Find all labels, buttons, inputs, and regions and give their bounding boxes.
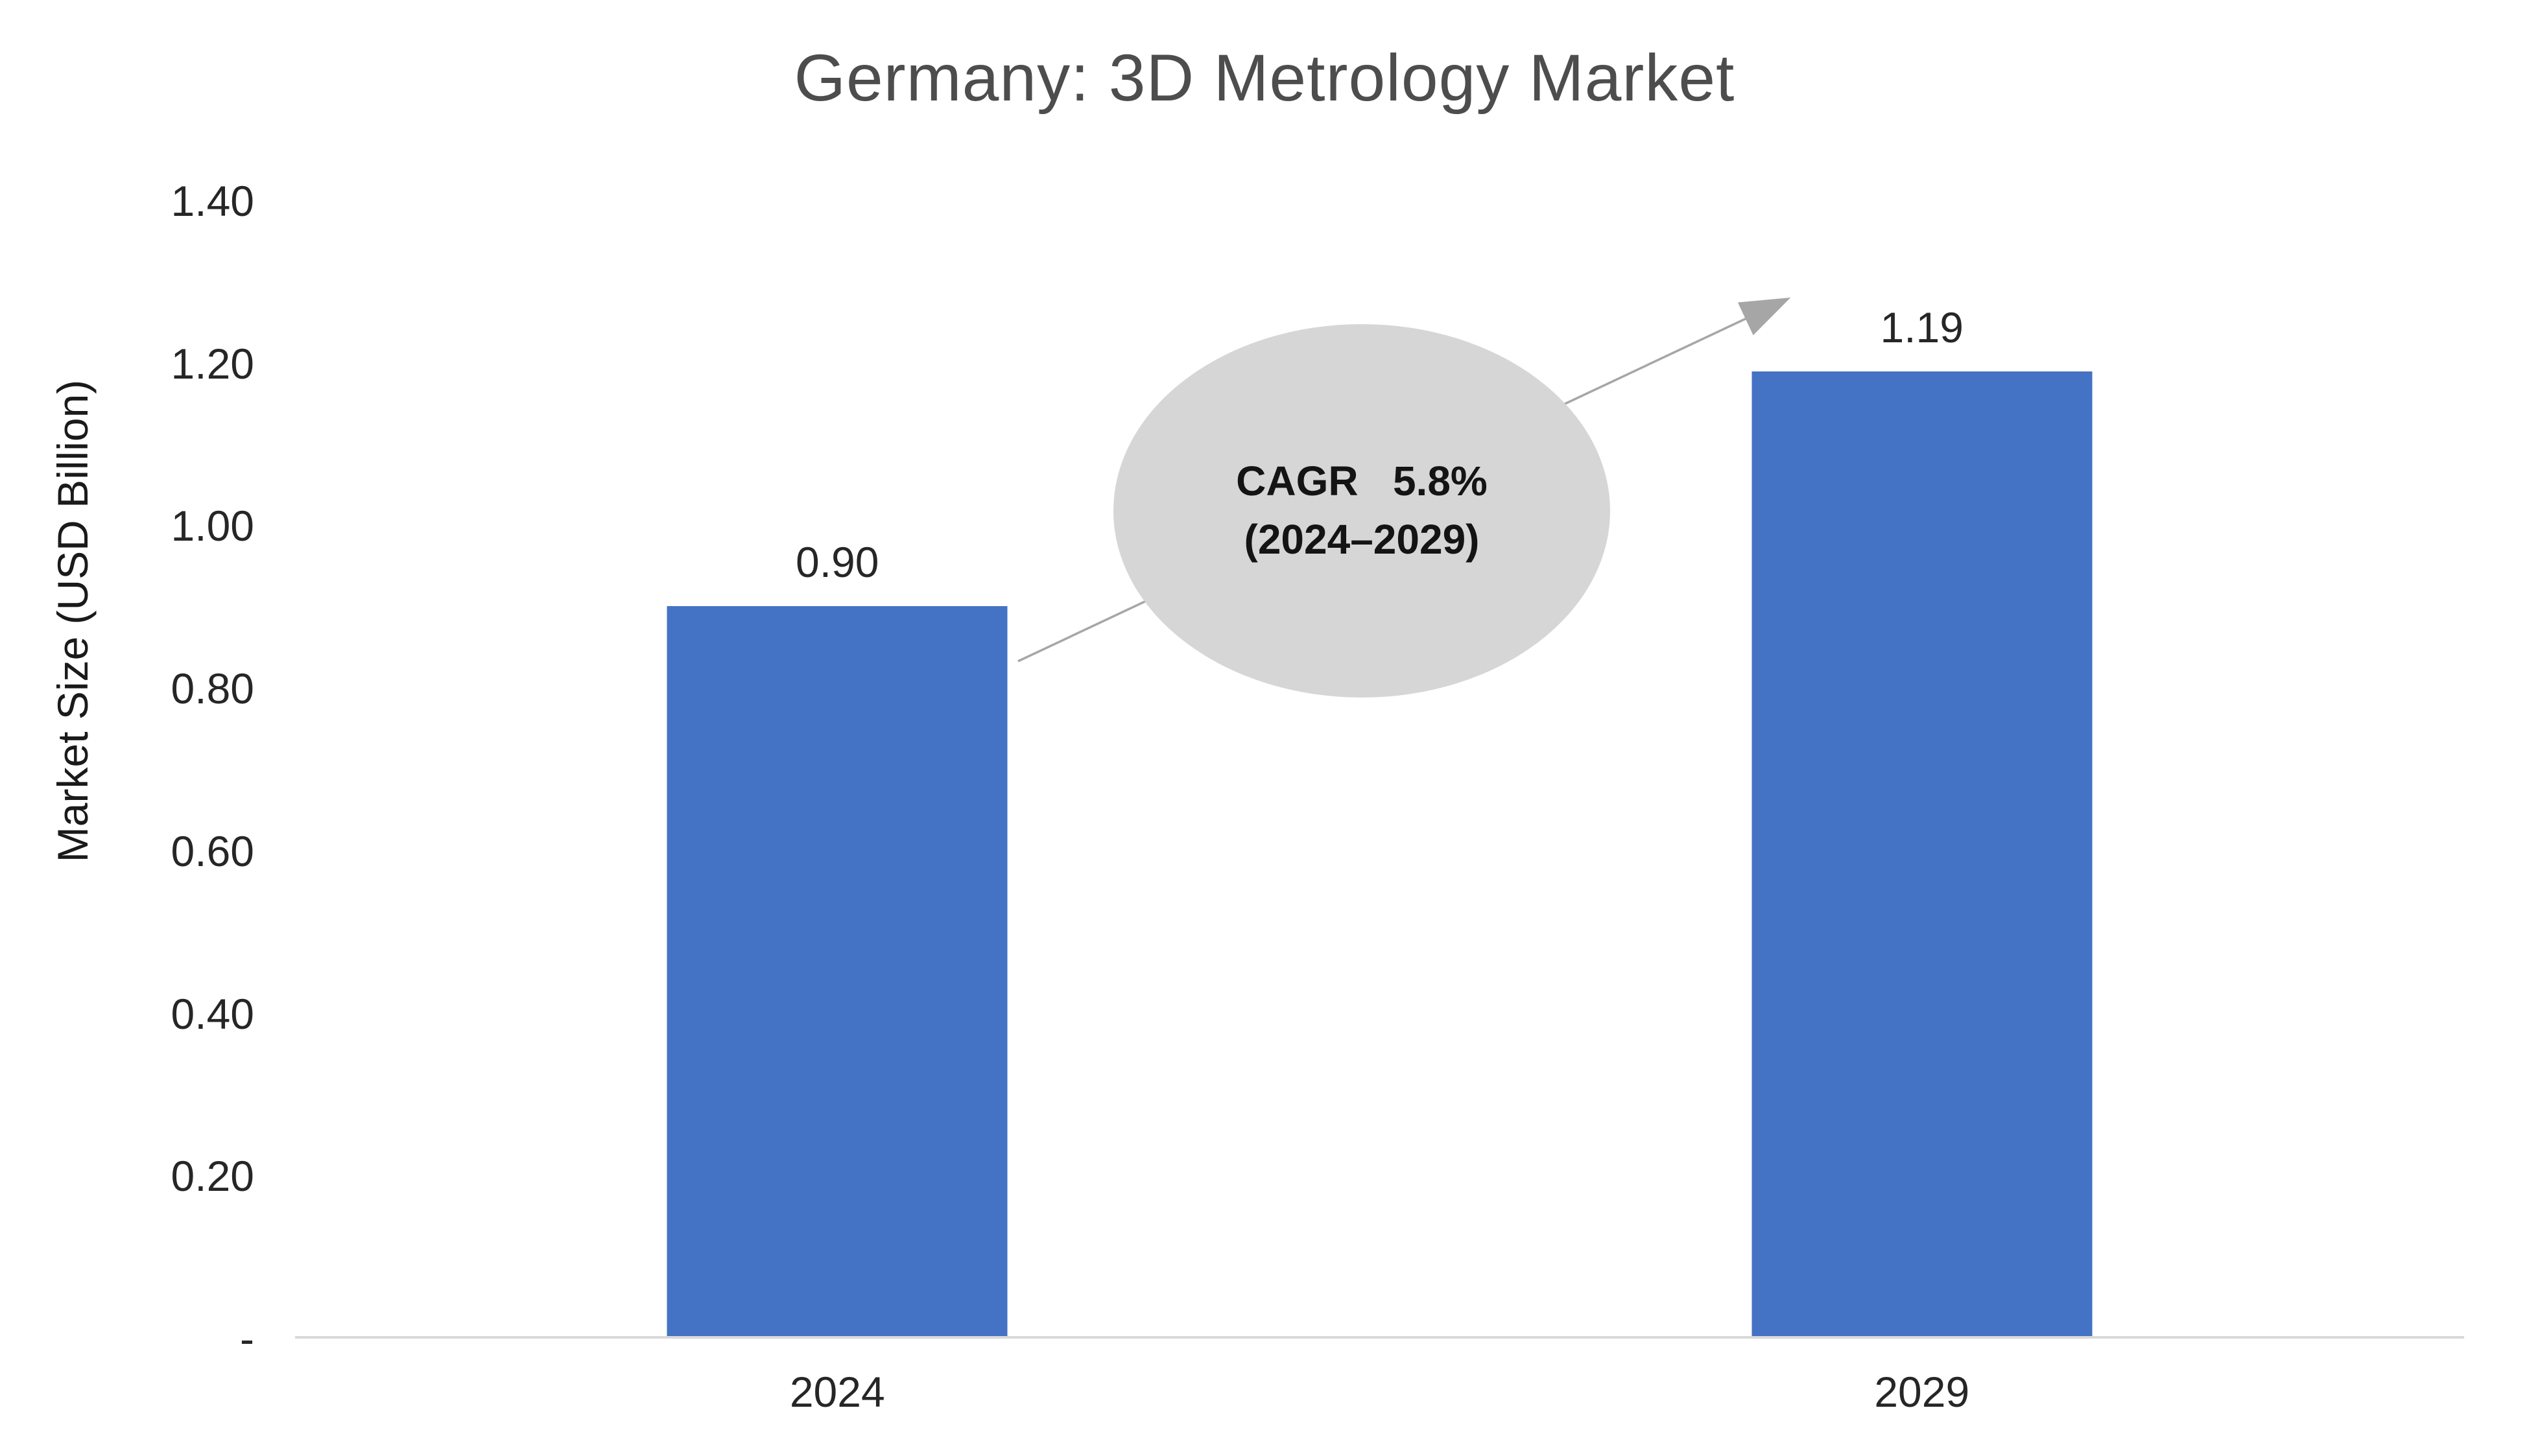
y-axis-ticks: 1.40 1.20 1.00 0.80 0.60 0.40 0.20 - — [0, 177, 254, 1363]
x-axis-label-2029: 2029 — [1874, 1368, 1970, 1416]
y-tick-label: 0.20 — [171, 1152, 254, 1201]
y-tick-label: 0.40 — [171, 989, 254, 1038]
bar-group-2024: 0.90 — [667, 201, 1008, 1336]
bar-2024 — [667, 606, 1008, 1336]
x-axis-label-2024: 2024 — [789, 1368, 885, 1416]
cagr-ellipse: CAGR 5.8% (2024–2029) — [1113, 324, 1610, 698]
bar-value-label-2024: 0.90 — [796, 538, 879, 587]
y-tick-label: 0.80 — [171, 664, 254, 713]
bar-2029 — [1751, 371, 2093, 1336]
chart-title: Germany: 3D Metrology Market — [794, 41, 1735, 115]
bar-value-label-2029: 1.19 — [1880, 303, 1964, 351]
y-tick-label: 1.40 — [171, 177, 254, 225]
y-tick-label: 1.20 — [171, 339, 254, 388]
y-tick-label: 1.00 — [171, 502, 254, 550]
y-tick-label: 0.60 — [171, 827, 254, 875]
bar-group-2029: 1.19 — [1751, 201, 2093, 1336]
cagr-text-line1: CAGR 5.8% — [1236, 458, 1488, 505]
plot-area: 0.90 1.19 2024 2029 — [295, 201, 2464, 1416]
y-tick-label: - — [240, 1315, 254, 1363]
cagr-text-line2: (2024–2029) — [1244, 516, 1480, 563]
